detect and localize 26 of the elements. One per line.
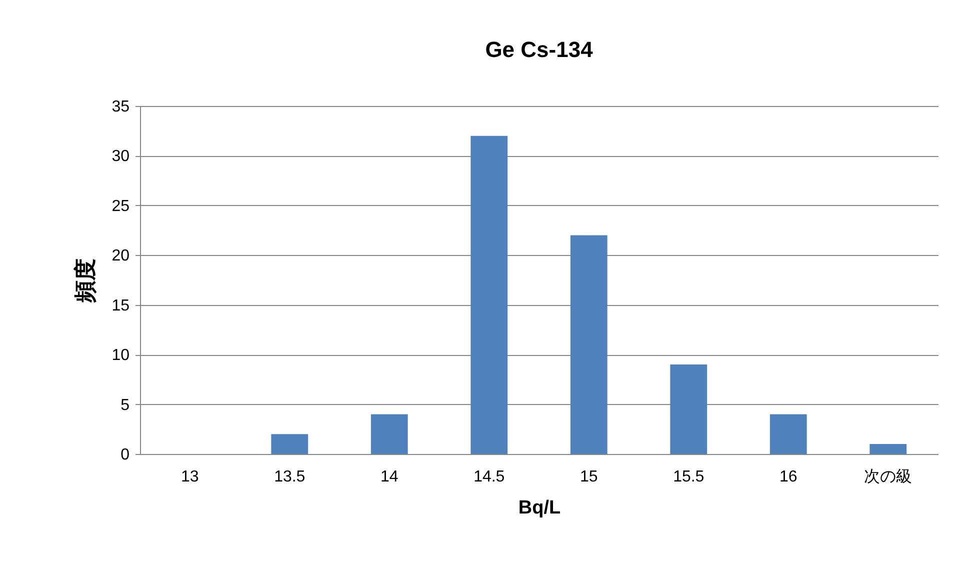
bar [470, 136, 508, 454]
y-tick-label: 5 [120, 396, 130, 414]
bar [271, 434, 308, 454]
x-axis-title: Bq/L [518, 498, 561, 518]
y-tick-label: 20 [112, 248, 130, 265]
y-tick-label: 25 [112, 198, 130, 215]
x-tick-label: 14 [380, 468, 398, 486]
y-tick-label: 0 [120, 446, 130, 464]
x-tick-label: 13.5 [274, 468, 306, 486]
y-tick-label: 30 [112, 148, 130, 166]
x-tick-label: 次の級 [864, 468, 912, 486]
y-tick-label: 10 [112, 347, 130, 364]
bar [870, 444, 907, 454]
bar [670, 364, 708, 454]
bar [370, 414, 408, 454]
x-tick-label: 13 [180, 468, 199, 486]
y-tick-label: 35 [112, 98, 130, 116]
x-tick-label: 14.5 [474, 468, 505, 486]
x-tick-label: 16 [779, 468, 798, 486]
x-tick-label: 15 [580, 468, 598, 486]
chart-title: Ge Cs-134 [485, 37, 594, 62]
y-axis-title: 頻度 [72, 258, 98, 304]
bar [570, 235, 608, 454]
x-tick-label: 15.5 [673, 468, 704, 486]
bar [770, 414, 807, 454]
y-tick-label: 15 [112, 297, 130, 314]
